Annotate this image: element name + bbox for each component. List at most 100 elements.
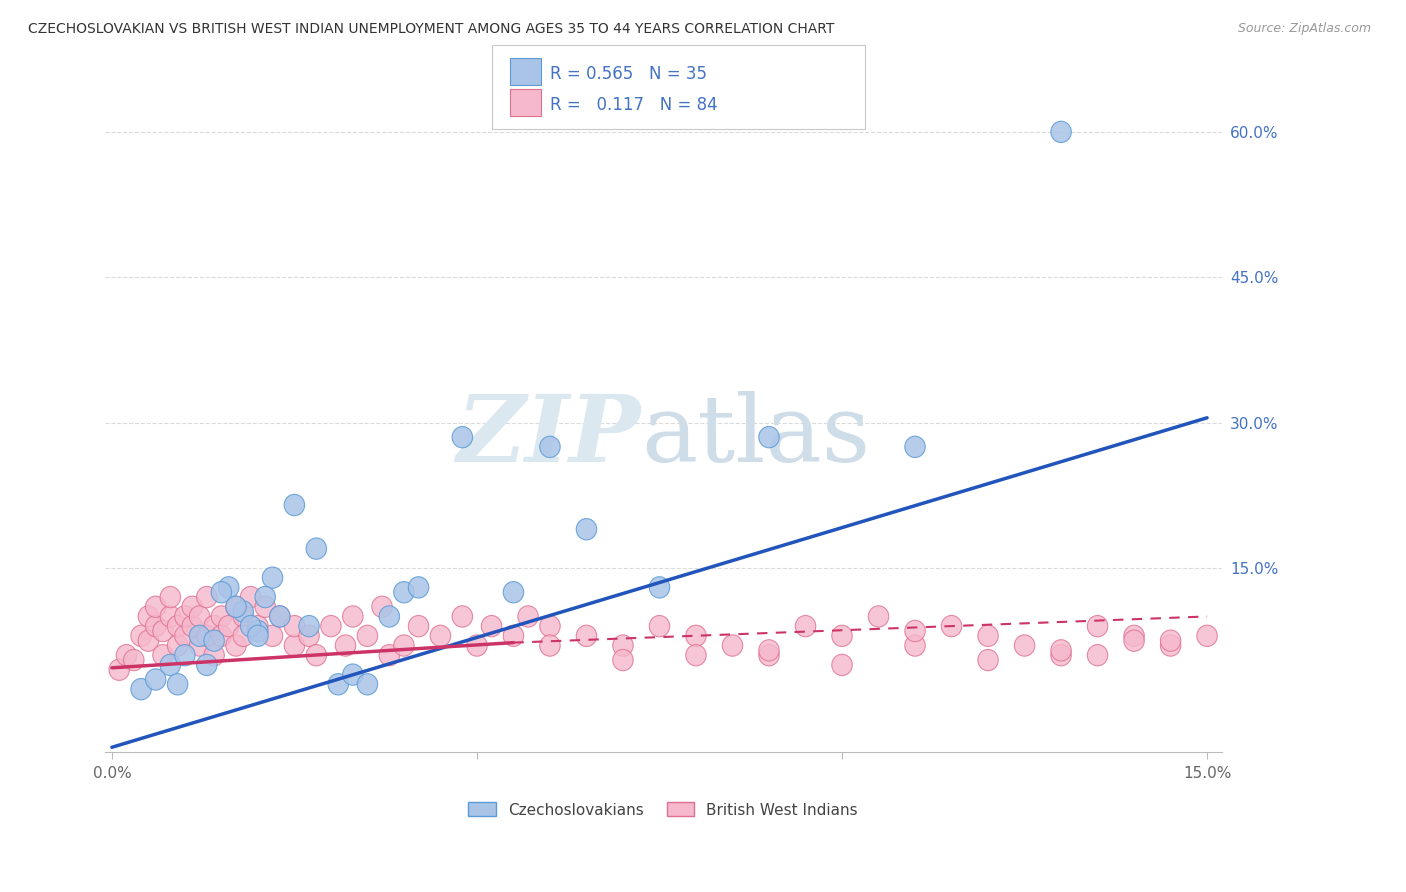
Ellipse shape <box>517 606 538 627</box>
Ellipse shape <box>380 645 399 666</box>
Ellipse shape <box>977 649 998 671</box>
Ellipse shape <box>832 625 852 647</box>
Ellipse shape <box>1050 640 1071 661</box>
Ellipse shape <box>613 635 633 657</box>
Ellipse shape <box>174 606 195 627</box>
Ellipse shape <box>153 645 173 666</box>
Ellipse shape <box>869 606 889 627</box>
Ellipse shape <box>233 625 253 647</box>
Ellipse shape <box>343 664 363 685</box>
Ellipse shape <box>335 635 356 657</box>
Ellipse shape <box>167 615 188 637</box>
Text: CZECHOSLOVAKIAN VS BRITISH WEST INDIAN UNEMPLOYMENT AMONG AGES 35 TO 44 YEARS CO: CZECHOSLOVAKIAN VS BRITISH WEST INDIAN U… <box>28 22 835 37</box>
Ellipse shape <box>270 606 290 627</box>
Ellipse shape <box>145 669 166 690</box>
Ellipse shape <box>145 615 166 637</box>
Ellipse shape <box>723 635 742 657</box>
Ellipse shape <box>131 679 152 700</box>
Ellipse shape <box>124 649 143 671</box>
Ellipse shape <box>190 635 209 657</box>
Ellipse shape <box>197 625 217 647</box>
Ellipse shape <box>1123 625 1144 647</box>
Ellipse shape <box>1197 625 1218 647</box>
Ellipse shape <box>832 654 852 675</box>
Ellipse shape <box>181 596 202 617</box>
Ellipse shape <box>190 606 209 627</box>
Ellipse shape <box>1160 635 1181 657</box>
Ellipse shape <box>211 625 232 647</box>
Ellipse shape <box>1050 645 1071 666</box>
Ellipse shape <box>1123 630 1144 651</box>
Ellipse shape <box>211 582 232 603</box>
Ellipse shape <box>174 645 195 666</box>
Ellipse shape <box>204 645 225 666</box>
Ellipse shape <box>160 586 180 607</box>
Ellipse shape <box>254 596 276 617</box>
Ellipse shape <box>686 645 706 666</box>
Ellipse shape <box>204 615 225 637</box>
Ellipse shape <box>174 625 195 647</box>
Ellipse shape <box>247 620 269 641</box>
Ellipse shape <box>408 615 429 637</box>
Ellipse shape <box>299 615 319 637</box>
Ellipse shape <box>226 596 246 617</box>
Ellipse shape <box>905 620 925 641</box>
Ellipse shape <box>503 582 523 603</box>
Ellipse shape <box>160 654 180 675</box>
Ellipse shape <box>977 625 998 647</box>
Ellipse shape <box>343 606 363 627</box>
Ellipse shape <box>254 586 276 607</box>
Ellipse shape <box>1087 645 1108 666</box>
Ellipse shape <box>299 625 319 647</box>
Ellipse shape <box>284 635 305 657</box>
Ellipse shape <box>167 673 188 695</box>
Ellipse shape <box>240 586 262 607</box>
Ellipse shape <box>284 615 305 637</box>
Ellipse shape <box>233 601 253 623</box>
Ellipse shape <box>1087 615 1108 637</box>
Text: ZIP: ZIP <box>457 391 641 481</box>
Ellipse shape <box>328 673 349 695</box>
Ellipse shape <box>503 625 523 647</box>
Ellipse shape <box>759 645 779 666</box>
Ellipse shape <box>197 586 217 607</box>
Ellipse shape <box>796 615 815 637</box>
Ellipse shape <box>357 673 378 695</box>
Ellipse shape <box>576 625 596 647</box>
Ellipse shape <box>1014 635 1035 657</box>
Ellipse shape <box>1050 121 1071 143</box>
Ellipse shape <box>481 615 502 637</box>
Legend: Czechoslovakians, British West Indians: Czechoslovakians, British West Indians <box>463 797 865 823</box>
Ellipse shape <box>138 630 159 651</box>
Ellipse shape <box>307 538 326 559</box>
Ellipse shape <box>576 518 596 540</box>
Ellipse shape <box>759 640 779 661</box>
Ellipse shape <box>284 494 305 516</box>
Ellipse shape <box>247 625 269 647</box>
Ellipse shape <box>380 606 399 627</box>
Ellipse shape <box>1160 630 1181 651</box>
Ellipse shape <box>160 606 180 627</box>
Ellipse shape <box>218 577 239 598</box>
Ellipse shape <box>905 436 925 458</box>
Ellipse shape <box>226 596 246 617</box>
Ellipse shape <box>204 630 225 651</box>
Ellipse shape <box>240 615 262 637</box>
Text: Source: ZipAtlas.com: Source: ZipAtlas.com <box>1237 22 1371 36</box>
Ellipse shape <box>108 659 129 681</box>
Ellipse shape <box>270 606 290 627</box>
Ellipse shape <box>453 606 472 627</box>
Ellipse shape <box>453 426 472 448</box>
Ellipse shape <box>540 436 560 458</box>
Ellipse shape <box>540 615 560 637</box>
Ellipse shape <box>145 596 166 617</box>
Ellipse shape <box>263 625 283 647</box>
Ellipse shape <box>759 426 779 448</box>
Ellipse shape <box>247 615 269 637</box>
Ellipse shape <box>211 606 232 627</box>
Ellipse shape <box>430 625 451 647</box>
Ellipse shape <box>357 625 378 647</box>
Ellipse shape <box>197 654 217 675</box>
Ellipse shape <box>941 615 962 637</box>
Ellipse shape <box>117 645 136 666</box>
